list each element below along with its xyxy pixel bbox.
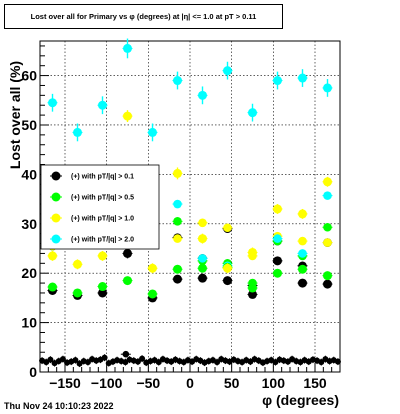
series-2-point [98, 251, 107, 261]
x-tick-label: 100 [262, 375, 286, 391]
series-2-point [273, 204, 282, 214]
series-2-point [123, 111, 132, 121]
series-3-point [273, 76, 282, 86]
y-tick-label: 50 [21, 117, 37, 133]
y-tick-label: 40 [21, 166, 37, 182]
baseline-point [47, 356, 54, 363]
axes: −150 −100 −50 0 50 100 150 0 10 20 30 40 50 60 [21, 45, 333, 391]
baseline-point [134, 358, 141, 365]
series-2-point [223, 263, 232, 273]
series-0-point [173, 274, 182, 284]
extra-point-cyan [273, 234, 282, 243]
baseline-peak-point [122, 350, 130, 358]
legend-marker [51, 192, 61, 202]
x-tick-label: −100 [91, 375, 123, 391]
baseline-point [155, 359, 162, 366]
series-3-point [298, 73, 307, 83]
series-2-point [298, 209, 307, 219]
series-2-point [248, 247, 257, 257]
legend-marker [51, 171, 61, 181]
series-1-point [98, 282, 107, 292]
chart-title: Lost over all for Primary vs φ (degrees)… [4, 4, 283, 29]
extra-point-yellow [323, 238, 332, 247]
legend-entry: (+) with pT/|q| > 2.0 [71, 237, 134, 244]
series-3-point [248, 108, 257, 118]
extra-point-green [173, 217, 182, 226]
series-1-point [273, 268, 282, 278]
series-1-point [248, 283, 257, 293]
baseline-point [139, 355, 146, 362]
series-1-point [323, 271, 332, 281]
x-tick-label: 150 [303, 375, 327, 391]
legend-marker [51, 234, 61, 244]
series-2-point [198, 234, 207, 244]
series-1-point [48, 282, 57, 292]
series-1-point [123, 276, 132, 286]
legend: (+) with pT/|q| > 0.1 (+) with pT/|q| > 0… [40, 164, 160, 250]
y-tick-label: 20 [21, 265, 37, 281]
series-3-point [148, 127, 157, 137]
x-axis-label: φ (degrees) [262, 392, 339, 408]
baseline-point [214, 359, 221, 366]
series-0-point [323, 279, 332, 289]
extra-point-yellow [173, 234, 182, 243]
y-tick-label: 10 [21, 315, 37, 331]
series-0-point [273, 256, 282, 266]
series-3-point [323, 83, 332, 93]
extra-point-yellow [223, 223, 232, 233]
series-3-point [173, 76, 182, 86]
series-2-point [323, 177, 332, 187]
series-3-point [48, 98, 57, 108]
extra-point-cyan [173, 199, 182, 209]
series-3-point [198, 90, 207, 100]
series-1-point [198, 263, 207, 273]
series-1-point [73, 288, 82, 298]
legend-entry: (+) with pT/|q| > 0.1 [71, 174, 134, 181]
x-tick-label: 50 [224, 375, 240, 391]
series-0-point [298, 278, 307, 288]
series-2-point [148, 263, 157, 273]
extra-point-cyan [298, 249, 307, 258]
baseline-point [101, 354, 108, 361]
series-1-point [148, 289, 157, 299]
extra-point-yellow [198, 218, 207, 228]
series-3-point [98, 100, 107, 110]
y-tick-label: 60 [21, 68, 37, 84]
extra-point-cyan [323, 191, 332, 200]
extra-point-yellow [298, 236, 307, 246]
legend-marker [51, 213, 61, 223]
series-0-point [248, 289, 257, 299]
series-2-point [73, 259, 82, 269]
baseline-point [334, 358, 341, 365]
extra-point-green [323, 222, 332, 232]
series-0-point [198, 273, 207, 283]
y-tick-label: 0 [29, 364, 37, 380]
series-1-point [173, 264, 182, 274]
series-3-point [223, 66, 232, 76]
series-1-point [298, 264, 307, 274]
legend-box [40, 164, 160, 250]
series-2-point [173, 168, 182, 178]
x-tick-label: −150 [49, 375, 81, 391]
y-axis-label: Lost over all (%) [7, 61, 23, 169]
baseline-point [84, 359, 91, 366]
baseline-point [318, 359, 325, 366]
legend-entry: (+) with pT/|q| > 0.5 [71, 195, 134, 202]
series-3-point [73, 127, 82, 137]
extra-point-cyan [198, 254, 207, 263]
y-tick-label: 30 [21, 216, 37, 232]
series-0-point [98, 288, 107, 298]
baseline-point [72, 357, 79, 364]
x-tick-label: −50 [136, 375, 160, 391]
series-0-point [123, 248, 132, 258]
legend-entry: (+) with pT/|q| > 1.0 [71, 216, 134, 223]
series-3-point [123, 43, 132, 53]
timestamp: Thu Nov 24 10:10:23 2022 [4, 401, 114, 411]
series-2-point [48, 251, 57, 261]
x-tick-label: 0 [186, 375, 194, 391]
series-0-point [223, 276, 232, 286]
baseline-point [59, 356, 66, 363]
